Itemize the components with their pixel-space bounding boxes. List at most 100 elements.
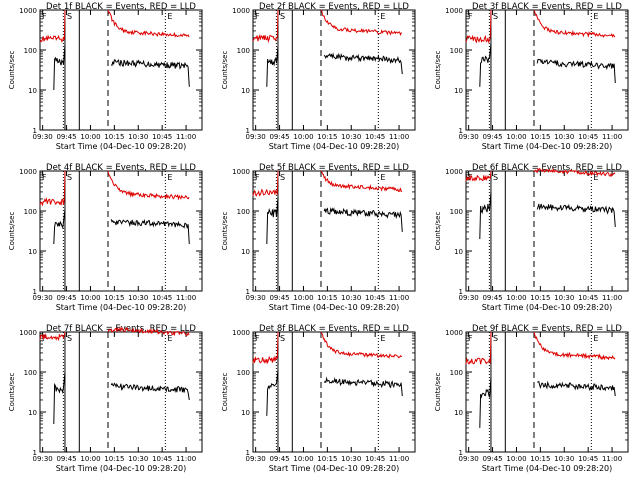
y-tick-label: 1 xyxy=(33,127,37,135)
chart-panel-det-7: Det 7f BLACK = Events, RED = LLDCounts/s… xyxy=(8,324,203,473)
marker-label-f: F xyxy=(255,173,260,182)
series-black-events-pre xyxy=(479,191,492,240)
series-red-lld-post xyxy=(533,167,616,178)
x-tick-label: 09:30 xyxy=(459,294,479,302)
marker-label-f: F xyxy=(255,334,260,343)
x-tick-label: 10:15 xyxy=(317,133,337,141)
series-red-lld-post xyxy=(320,331,403,359)
series-red-lld-pre xyxy=(252,331,279,365)
x-tick-label: 10:00 xyxy=(506,455,526,463)
marker-label-f: F xyxy=(468,12,473,21)
x-tick-label: 10:45 xyxy=(365,294,385,302)
x-tick-label: 09:45 xyxy=(56,455,76,463)
x-tick-label: 11:00 xyxy=(389,294,409,302)
y-tick-label: 1000 xyxy=(19,7,37,15)
x-axis-label: Start Time (04-Dec-10 09:28:20) xyxy=(482,142,613,151)
y-axis-label: Counts/sec xyxy=(434,212,442,251)
x-tick-label: 10:30 xyxy=(554,294,574,302)
y-tick-label: 1000 xyxy=(19,329,37,337)
plot-frame xyxy=(39,170,203,292)
marker-label-s: S xyxy=(280,334,285,343)
y-tick-label: 1 xyxy=(459,449,463,457)
series-black-events-post xyxy=(537,380,616,397)
y-tick-label: 1 xyxy=(246,288,250,296)
x-tick-label: 10:00 xyxy=(293,294,313,302)
x-tick-label: 10:45 xyxy=(152,455,172,463)
x-tick-label: 09:45 xyxy=(482,455,502,463)
y-tick-label: 1000 xyxy=(232,7,250,15)
chart-title: Det 5f BLACK = Events, RED = LLD xyxy=(259,163,409,173)
plot-frame xyxy=(465,170,629,292)
x-tick-label: 10:15 xyxy=(317,294,337,302)
marker-label-e: E xyxy=(380,173,385,182)
x-tick-label: 09:30 xyxy=(459,455,479,463)
marker-label-s: S xyxy=(493,334,498,343)
x-tick-label: 10:45 xyxy=(365,455,385,463)
series-red-lld-post xyxy=(320,170,403,193)
marker-label-f: F xyxy=(42,173,47,182)
x-tick-label: 09:45 xyxy=(269,294,289,302)
marker-label-s: S xyxy=(67,12,72,21)
y-axis-label: Counts/sec xyxy=(221,212,229,251)
x-tick-label: 10:30 xyxy=(341,133,361,141)
plot-frame xyxy=(39,331,203,453)
marker-label-f: F xyxy=(468,334,473,343)
x-axis-label: Start Time (04-Dec-10 09:28:20) xyxy=(482,303,613,312)
x-axis-label: Start Time (04-Dec-10 09:28:20) xyxy=(269,464,400,473)
x-axis-label: Start Time (04-Dec-10 09:28:20) xyxy=(269,142,400,151)
chart-title: Det 8f BLACK = Events, RED = LLD xyxy=(259,324,409,334)
x-axis-label: Start Time (04-Dec-10 09:28:20) xyxy=(56,464,187,473)
chart-title: Det 6f BLACK = Events, RED = LLD xyxy=(472,163,622,173)
marker-label-e: E xyxy=(593,12,598,21)
series-black-events-pre xyxy=(53,44,66,91)
chart-panel-det-1: Det 1f BLACK = Events, RED = LLD Counts/s… xyxy=(8,2,203,151)
series-black-events-post xyxy=(323,206,403,232)
y-tick-label: 10 xyxy=(454,248,463,256)
series-black-events-post xyxy=(110,218,190,245)
y-tick-label: 100 xyxy=(237,47,250,55)
series-black-events-post xyxy=(536,58,616,84)
x-tick-label: 09:45 xyxy=(269,133,289,141)
marker-label-f: F xyxy=(255,12,260,21)
series-red-lld-pre xyxy=(252,170,279,197)
marker-label-s: S xyxy=(280,12,285,21)
x-tick-label: 10:15 xyxy=(530,455,550,463)
x-tick-label: 09:30 xyxy=(246,133,266,141)
series-red-lld-post xyxy=(107,9,190,38)
y-tick-label: 10 xyxy=(454,409,463,417)
chart-title: Det 3f BLACK = Events, RED = LLD xyxy=(472,2,622,12)
x-tick-label: 10:00 xyxy=(80,133,100,141)
y-tick-label: 1 xyxy=(33,449,37,457)
x-tick-label: 09:30 xyxy=(246,294,266,302)
series-black-events-post xyxy=(536,203,616,227)
series-red-lld-post xyxy=(533,331,616,361)
y-tick-label: 1 xyxy=(459,288,463,296)
x-tick-label: 09:45 xyxy=(269,455,289,463)
x-tick-label: 10:45 xyxy=(578,455,598,463)
series-red-lld-pre xyxy=(39,170,66,207)
series-black-events-pre xyxy=(479,42,492,87)
series-red-lld-pre xyxy=(252,9,279,44)
y-tick-label: 100 xyxy=(237,208,250,216)
chart-panel-det-9: Det 9f BLACK = Events, RED = LLD Counts/s… xyxy=(434,324,629,473)
x-tick-label: 10:30 xyxy=(341,455,361,463)
x-tick-label: 10:15 xyxy=(317,455,337,463)
series-red-lld-post xyxy=(107,326,190,337)
y-tick-label: 1000 xyxy=(232,329,250,337)
series-black-events-post xyxy=(323,376,403,397)
x-tick-label: 10:00 xyxy=(80,455,100,463)
marker-label-s: S xyxy=(67,173,72,182)
x-tick-label: 11:00 xyxy=(602,455,622,463)
y-tick-label: 1 xyxy=(33,288,37,296)
x-tick-label: 10:00 xyxy=(506,294,526,302)
x-tick-label: 10:15 xyxy=(104,133,124,141)
x-tick-label: 09:45 xyxy=(482,294,502,302)
y-tick-label: 1 xyxy=(246,127,250,135)
y-axis-label: Counts/sec xyxy=(8,373,16,412)
x-tick-label: 11:00 xyxy=(602,133,622,141)
chart-panel-det-8: Det 8f BLACK = Events, RED = LLD Counts/s… xyxy=(221,324,416,473)
y-tick-label: 100 xyxy=(24,369,37,377)
x-axis-label: Start Time (04-Dec-10 09:28:20) xyxy=(56,142,187,151)
plot-frame xyxy=(252,9,416,131)
marker-label-e: E xyxy=(380,12,385,21)
